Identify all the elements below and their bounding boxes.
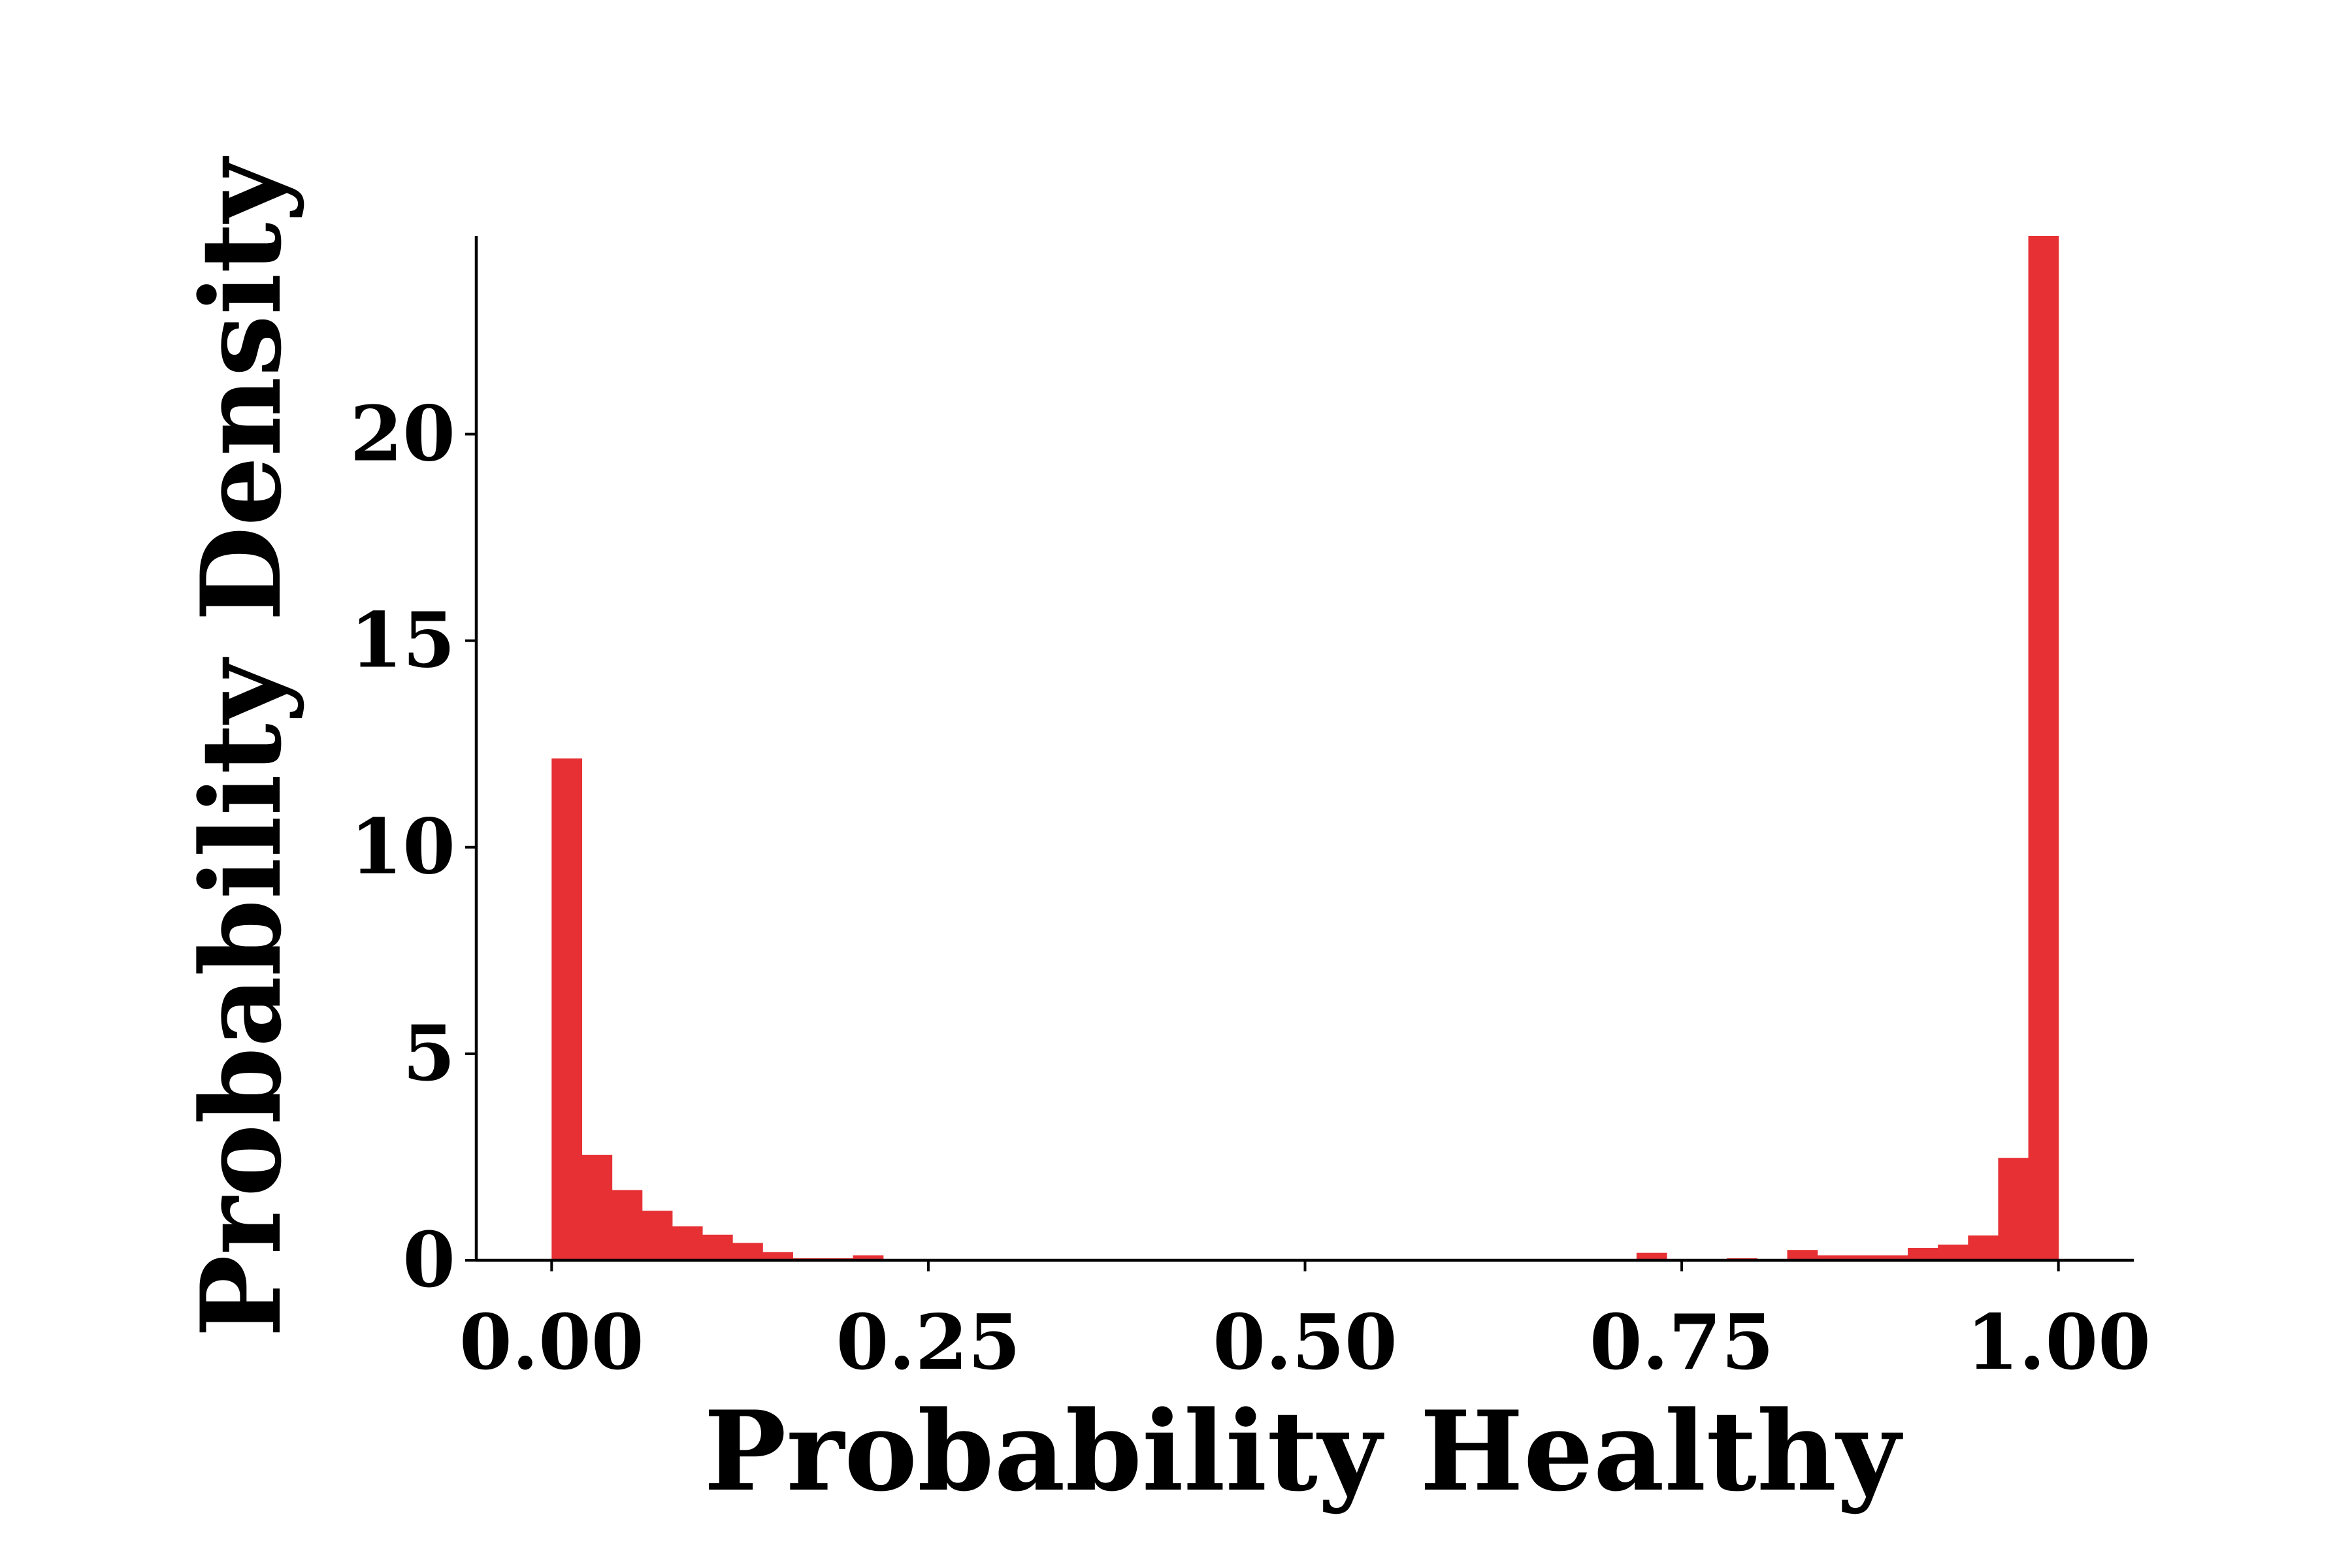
x-tick-label: 0.00	[459, 1298, 644, 1387]
y-tick-label: 0	[402, 1216, 455, 1305]
histogram-bar	[551, 758, 583, 1260]
y-tick-label: 15	[350, 596, 455, 685]
histogram-bar	[1636, 1252, 1667, 1260]
x-axis-title: Probability Healthy	[704, 1386, 1903, 1516]
histogram-bar	[853, 1255, 884, 1260]
histogram-bar	[1908, 1248, 1938, 1260]
histogram-bar	[732, 1243, 763, 1260]
histogram-bar	[1847, 1255, 1878, 1260]
y-tick-label: 5	[402, 1009, 455, 1098]
y-axis-title: Probability Density	[176, 156, 306, 1338]
histogram-bar	[1938, 1244, 1968, 1260]
histogram-bar	[2028, 236, 2059, 1260]
histogram-bar	[1998, 1158, 2029, 1260]
x-axis-ticks: 0.00 0.25 0.50 0.75 1.00	[459, 1260, 2151, 1387]
histogram-bars	[551, 236, 2059, 1260]
histogram-bar	[702, 1234, 733, 1260]
x-tick-label: 0.75	[1590, 1298, 1774, 1387]
histogram-bar	[612, 1190, 643, 1260]
histogram-bar	[1968, 1235, 1999, 1260]
histogram-bar	[1817, 1255, 1848, 1260]
y-tick-label: 10	[350, 803, 455, 892]
y-axis-ticks: 0 5 10 15 20	[350, 389, 476, 1305]
x-tick-label: 0.50	[1213, 1298, 1397, 1387]
histogram-bar	[1877, 1255, 1908, 1260]
x-tick-label: 0.25	[836, 1298, 1021, 1387]
y-tick-label: 20	[350, 389, 455, 478]
histogram-bar	[672, 1226, 703, 1260]
histogram-bar	[762, 1252, 793, 1260]
histogram-bar	[642, 1211, 673, 1260]
histogram-bar	[1787, 1250, 1818, 1260]
histogram-bar	[581, 1154, 613, 1260]
x-tick-label: 1.00	[1966, 1298, 2151, 1387]
